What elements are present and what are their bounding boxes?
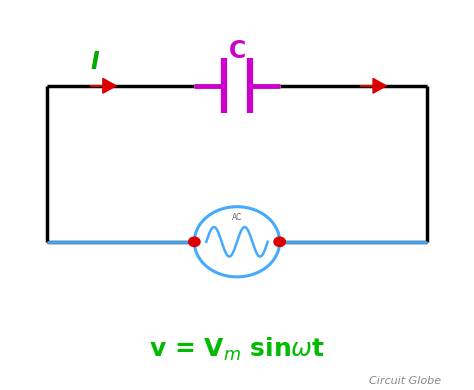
Text: AC: AC [232, 213, 242, 222]
Text: I: I [91, 50, 99, 74]
Circle shape [189, 237, 200, 246]
Text: Circuit Globe: Circuit Globe [369, 376, 441, 386]
FancyArrow shape [360, 78, 386, 93]
Text: v = V$_m$ sin$\omega$t: v = V$_m$ sin$\omega$t [149, 335, 325, 363]
Circle shape [274, 237, 285, 246]
Text: C: C [228, 39, 246, 63]
FancyArrow shape [90, 78, 116, 93]
